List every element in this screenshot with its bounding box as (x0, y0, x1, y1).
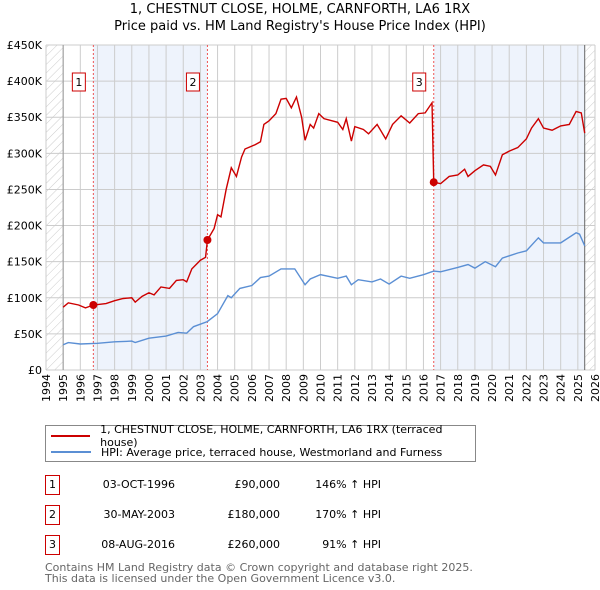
sale-hpi-change: 91% ↑ HPI (322, 538, 381, 551)
x-tick-label: 2003 (194, 374, 207, 402)
chart-subtitle: Price paid vs. HM Land Registry's House … (114, 19, 486, 34)
x-tick-label: 2018 (452, 374, 465, 402)
legend-swatch-blue (51, 451, 91, 453)
x-tick-label: 1996 (74, 374, 87, 402)
legend-item-property: 1, CHESTNUT CLOSE, HOLME, CARNFORTH, LA6… (46, 423, 475, 449)
legend-swatch-red (51, 435, 91, 437)
x-tick-label: 2022 (520, 374, 533, 402)
sale-label-box (71, 72, 86, 92)
x-tick-label: 1994 (40, 374, 53, 402)
x-tick-label: 2026 (589, 374, 600, 402)
plot-area: 1994 1995 1996 1997 1998 1999 2000 2001 2002 2003… (7, 39, 600, 402)
y-tick-label: £100K (7, 292, 43, 305)
chart-title: 1, CHESTNUT CLOSE, HOLME, CARNFORTH, LA6… (129, 2, 471, 17)
sale-price: £260,000 (227, 538, 281, 551)
x-tick-label: 1998 (109, 374, 122, 402)
x-tick-label: 2007 (263, 374, 276, 402)
sale-hpi-change: 146% ↑ HPI (315, 478, 381, 491)
sale-label-number: 2 (189, 76, 196, 89)
series-line (62, 231, 586, 346)
x-tick-label: 2001 (160, 374, 173, 402)
legend-label: 1, CHESTNUT CLOSE, HOLME, CARNFORTH, LA6… (100, 423, 443, 449)
x-tick-label: 1999 (126, 374, 139, 402)
y-tick-label: £150K (7, 256, 43, 269)
x-tick-label: 2023 (538, 374, 551, 402)
sale-hpi-change: 170% ↑ HPI (315, 508, 381, 521)
y-tick-label: £300K (7, 147, 43, 160)
x-tick-label: 2012 (349, 374, 362, 402)
x-tick-label: 2025 (572, 374, 585, 402)
sale-point (429, 178, 438, 187)
x-tick-label: 2006 (246, 374, 259, 402)
y-tick-label: £0 (28, 364, 42, 377)
x-tick-label: 2002 (177, 374, 190, 402)
x-tick-label: 2021 (503, 374, 516, 402)
shaded-band (93, 45, 208, 370)
sale-date: 03-OCT-1996 (102, 478, 175, 491)
legend: 1, CHESTNUT CLOSE, HOLME, CARNFORTH, LA6… (45, 423, 476, 462)
x-tick-label: 2005 (229, 374, 242, 402)
legend-label: HPI: Average price, terraced house, West… (101, 445, 443, 459)
footer-line-1: Contains HM Land Registry data © Crown c… (45, 561, 473, 574)
x-tick-label: 2019 (469, 374, 482, 402)
sale-number-box: 3 (45, 535, 60, 555)
y-tick-label: £450K (7, 39, 43, 52)
sale-label-box (412, 72, 427, 92)
sale-price: £90,000 (234, 478, 281, 491)
x-tick-label: 2009 (297, 374, 310, 402)
sale-label-box (185, 72, 200, 92)
y-tick-label: £250K (7, 183, 43, 196)
x-tick-label: 2017 (435, 374, 448, 402)
x-tick-label: 1995 (57, 374, 70, 402)
sale-row: 2 30-MAY-2003 £180,000 170% ↑ HPI (45, 505, 465, 525)
series-line (62, 94, 586, 309)
x-tick-label: 2013 (366, 374, 379, 402)
sale-number-box: 1 (45, 475, 60, 495)
x-tick-label: 2011 (332, 374, 345, 402)
x-tick-label: 2010 (315, 374, 328, 402)
hatched-region (46, 45, 64, 370)
y-tick-label: £400K (7, 75, 43, 88)
y-tick-label: £350K (7, 111, 43, 124)
x-tick-label: 1997 (91, 374, 104, 402)
x-tick-label: 2000 (143, 374, 156, 402)
legend-item-hpi: HPI: Average price, terraced house, West… (46, 444, 442, 460)
y-tick-label: £50K (14, 328, 43, 341)
x-tick-label: 2024 (555, 374, 568, 402)
x-tick-label: 2016 (417, 374, 430, 402)
x-tick-label: 2004 (212, 374, 225, 402)
sale-label-number: 3 (416, 76, 423, 89)
x-tick-label: 2020 (486, 374, 499, 402)
sale-date: 30-MAY-2003 (103, 508, 175, 521)
sale-number-box: 2 (45, 505, 60, 525)
x-tick-label: 2014 (383, 374, 396, 402)
sale-date: 08-AUG-2016 (101, 538, 175, 551)
sale-point (89, 301, 98, 309)
x-tick-label: 2015 (400, 374, 413, 402)
hatched-region (584, 45, 595, 370)
y-tick-label: £200K (7, 220, 43, 233)
footer-line-2: This data is licensed under the Open Gov… (45, 572, 396, 585)
x-tick-label: 2008 (280, 374, 293, 402)
sale-row: 3 08-AUG-2016 £260,000 91% ↑ HPI (45, 535, 465, 555)
sale-point (203, 236, 212, 244)
sale-price: £180,000 (227, 508, 281, 521)
sale-row: 1 03-OCT-1996 £90,000 146% ↑ HPI (45, 475, 465, 495)
sale-label-number: 1 (75, 76, 82, 89)
